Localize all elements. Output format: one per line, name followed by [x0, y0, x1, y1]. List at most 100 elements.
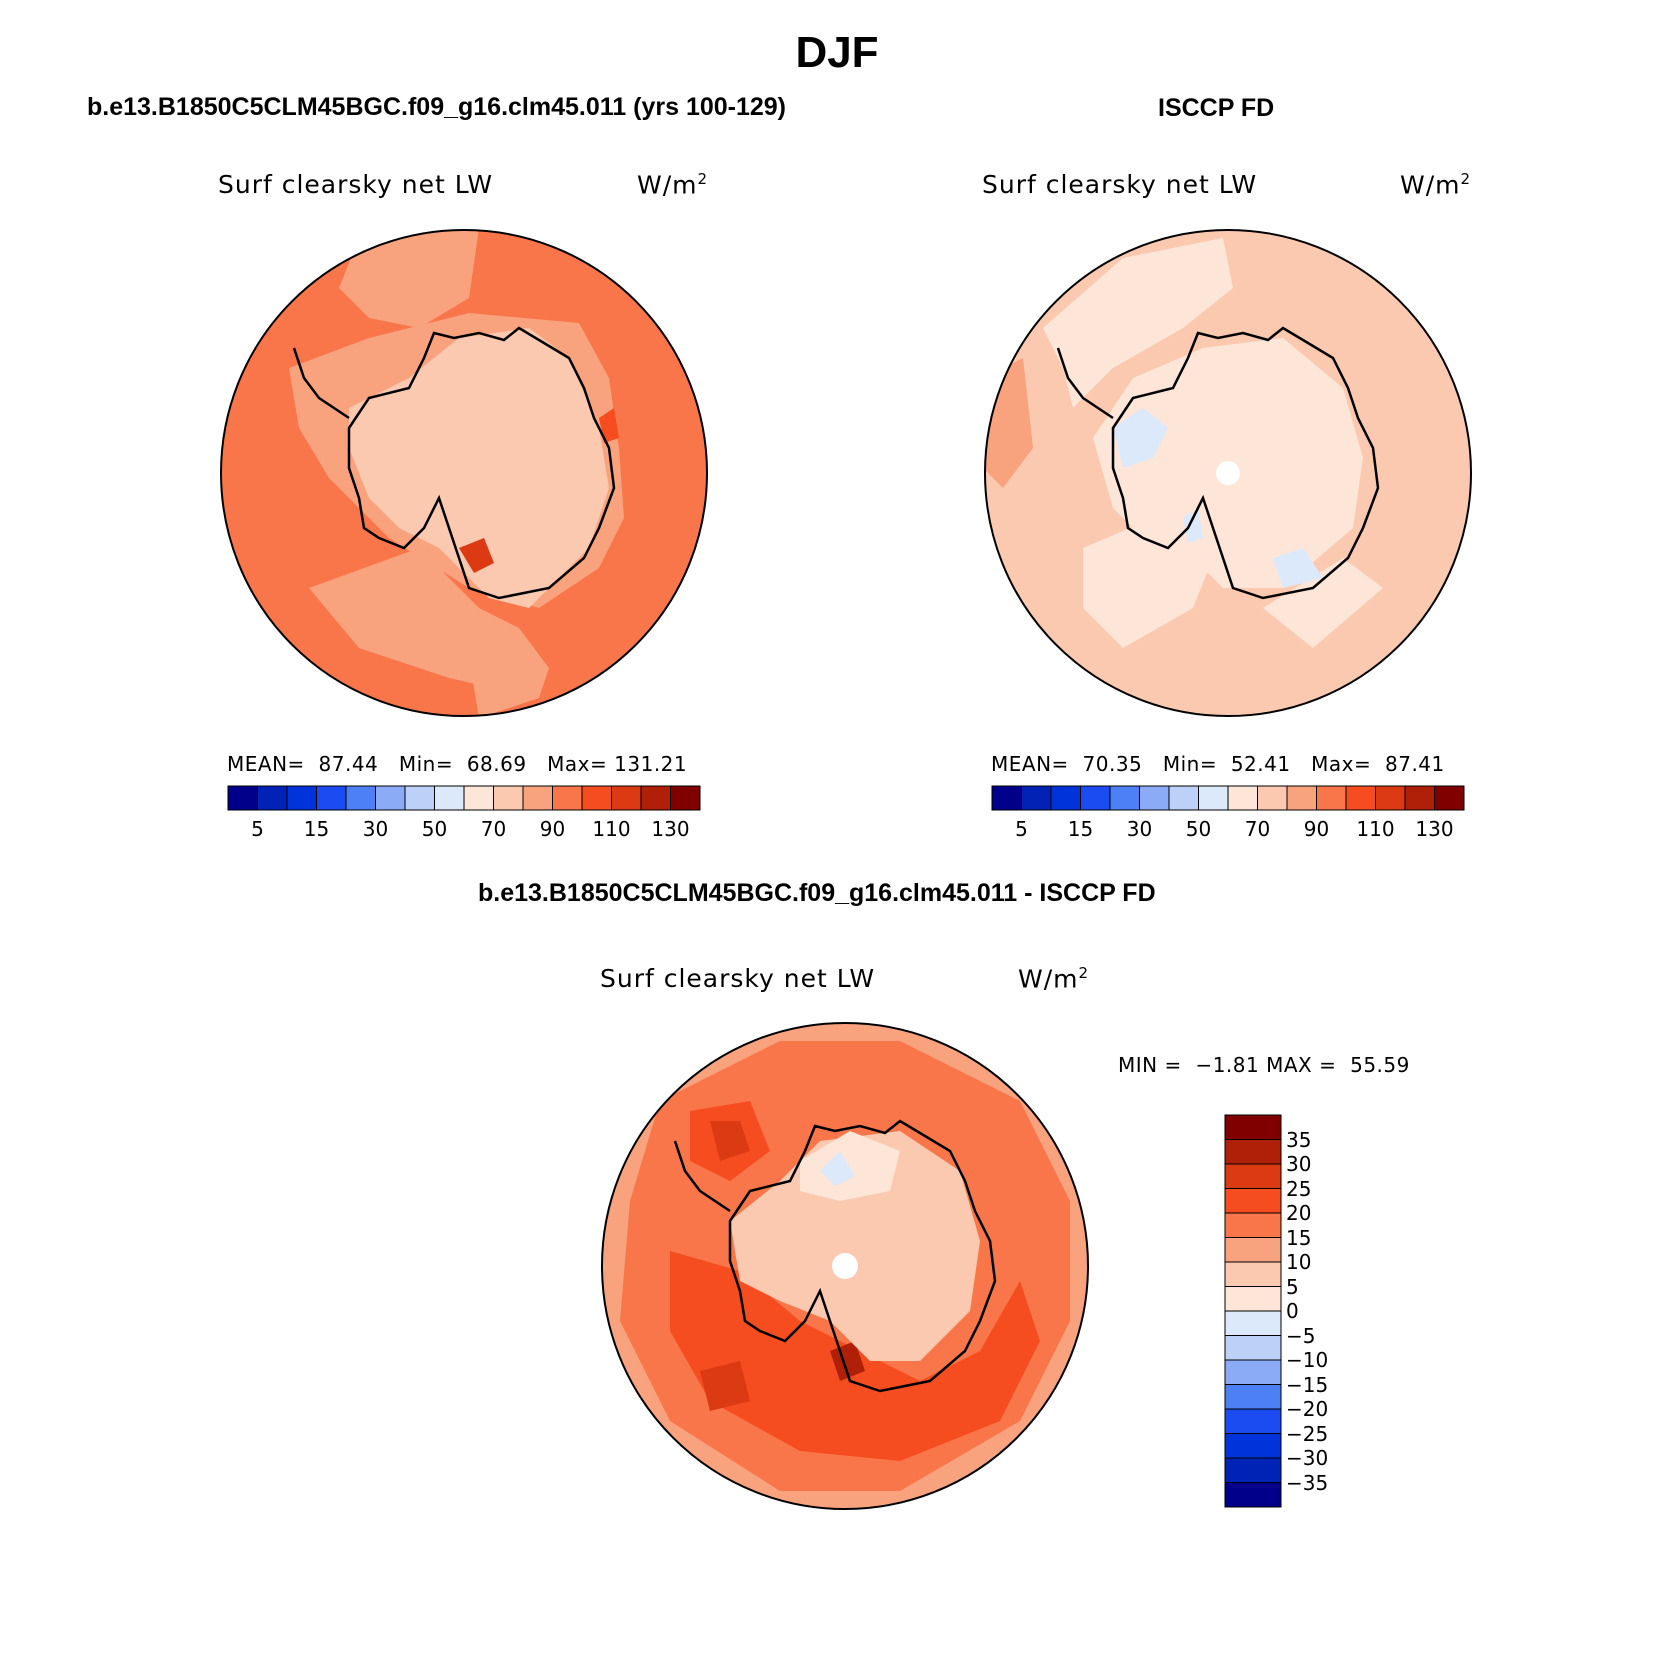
difference-colorbar [1224, 1114, 1282, 1508]
colorbar-tick-label: 130 [651, 817, 690, 841]
map-boundary [601, 1022, 1089, 1510]
obs-max-value: 87.41 [1385, 752, 1445, 776]
diff-units-label: W/m2 [1018, 964, 1089, 993]
colorbar-swatch [1224, 1310, 1282, 1336]
colorbar-tick-label: 15 [1067, 817, 1094, 841]
diff-max-label: MAX = [1266, 1053, 1337, 1077]
figure-title: DJF [795, 28, 879, 77]
colorbar-swatch [1224, 1261, 1282, 1287]
colorbar-tick-label: −10 [1286, 1348, 1329, 1372]
diff-units: W/m [1018, 964, 1079, 994]
colorbar-tick-label: 110 [1356, 817, 1395, 841]
colorbar-swatch [1050, 785, 1081, 811]
colorbar-swatch [1286, 785, 1317, 811]
model-case-title: b.e13.B1850C5CLM45BGC.f09_g16.clm45.011 … [87, 93, 787, 121]
obs-colorbar [991, 785, 1465, 811]
colorbar-swatch [552, 785, 583, 811]
map-field-region [459, 538, 494, 573]
obs-units: W/m [1400, 170, 1461, 200]
map-field-region [339, 230, 479, 328]
colorbar-tick-label: 35 [1286, 1127, 1312, 1152]
colorbar-swatch [1139, 785, 1170, 811]
map-field-region [730, 1131, 980, 1361]
model-units-label: W/m2 [637, 170, 708, 199]
antarctica-coastline [347, 326, 616, 600]
map-field-region [1273, 548, 1323, 588]
map-field-region [349, 328, 609, 608]
map-field-region [800, 1131, 900, 1201]
colorbar-swatch [1227, 785, 1258, 811]
colorbar-tick-label: 10 [1286, 1250, 1312, 1274]
colorbar-swatch [1224, 1163, 1282, 1189]
diff-variable-label: Surf clearsky net LW [600, 964, 876, 993]
colorbar-swatch [463, 785, 494, 811]
colorbar-swatch [1224, 1237, 1282, 1263]
colorbar-swatch [493, 785, 524, 811]
colorbar-swatch [1375, 785, 1406, 811]
colorbar-swatch [1224, 1457, 1282, 1483]
colorbar-tick-label: 5 [251, 817, 264, 841]
diff-min-value: −1.81 [1195, 1053, 1260, 1077]
colorbar-swatch [316, 785, 347, 811]
colorbar-swatch [1224, 1384, 1282, 1410]
missing-data-pole [1216, 461, 1240, 485]
diff-min-label: MIN = [1118, 1053, 1182, 1077]
obs-stats: MEAN= 70.35 Min= 52.41 Max= 87.41 [991, 752, 1445, 776]
difference-colorbar-ticks: 35 30 25 20 15 10 5 0 −5 −10 −15 −20 −25 −30 −35 [1286, 1114, 1366, 1508]
map-boundary [220, 229, 708, 717]
map-field-region [700, 1361, 750, 1411]
colorbar-tick-label: 30 [1286, 1152, 1312, 1176]
colorbar-tick-label: 30 [362, 817, 389, 841]
colorbar-tick-label: 70 [1244, 817, 1271, 841]
colorbar-swatch [257, 785, 288, 811]
map-boundary [984, 229, 1472, 717]
map-field-region [820, 1151, 855, 1186]
colorbar-swatch [581, 785, 612, 811]
map-field-region [1183, 508, 1203, 543]
colorbar-tick-label: 30 [1126, 817, 1153, 841]
model-min-label: Min= [398, 752, 454, 776]
map-field-region [1113, 408, 1168, 468]
antarctica-coastline [728, 1119, 997, 1393]
colorbar-swatch [1224, 1433, 1282, 1459]
colorbar-tick-label: 50 [1185, 817, 1212, 841]
colorbar-tick-label: −35 [1286, 1470, 1329, 1495]
obs-units-exponent: 2 [1460, 170, 1472, 188]
colorbar-swatch [227, 785, 258, 811]
colorbar-tick-label: −20 [1286, 1397, 1329, 1421]
model-units: W/m [637, 170, 698, 200]
obs-max-label: Max= [1311, 752, 1372, 776]
colorbar-swatch [1224, 1114, 1282, 1140]
map-field-region [1043, 238, 1233, 408]
antarctic-peninsula-coastline [292, 347, 350, 420]
colorbar-tick-label: 0 [1286, 1299, 1299, 1323]
obs-min-value: 52.41 [1230, 752, 1291, 776]
colorbar-tick-label: 90 [539, 817, 566, 841]
map-field-region [710, 1121, 750, 1161]
colorbar-swatch [640, 785, 671, 811]
model-colorbar [227, 785, 701, 811]
model-mean-value: 87.44 [318, 752, 379, 776]
colorbar-swatch [1224, 1408, 1282, 1434]
colorbar-tick-label: −30 [1286, 1446, 1329, 1470]
colorbar-tick-label: 50 [421, 817, 448, 841]
colorbar-tick-label: 110 [592, 817, 631, 841]
colorbar-swatch [404, 785, 435, 811]
colorbar-swatch [991, 785, 1022, 811]
map-field-region [469, 648, 539, 716]
colorbar-tick-label: 70 [480, 817, 507, 841]
diff-max-value: 55.59 [1350, 1053, 1410, 1077]
map-field-region [1263, 558, 1383, 648]
colorbar-swatch [434, 785, 465, 811]
colorbar-swatch [1168, 785, 1199, 811]
colorbar-swatch [1224, 1286, 1282, 1312]
map-field-region [599, 408, 619, 443]
colorbar-tick-label: 130 [1415, 817, 1454, 841]
model-units-exponent: 2 [697, 170, 709, 188]
antarctic-peninsula-coastline [673, 1140, 731, 1213]
colorbar-swatch [1224, 1188, 1282, 1214]
map-field-region [1083, 518, 1213, 648]
colorbar-swatch [1345, 785, 1376, 811]
colorbar-swatch [375, 785, 406, 811]
obs-mean-label: MEAN= [991, 752, 1069, 776]
